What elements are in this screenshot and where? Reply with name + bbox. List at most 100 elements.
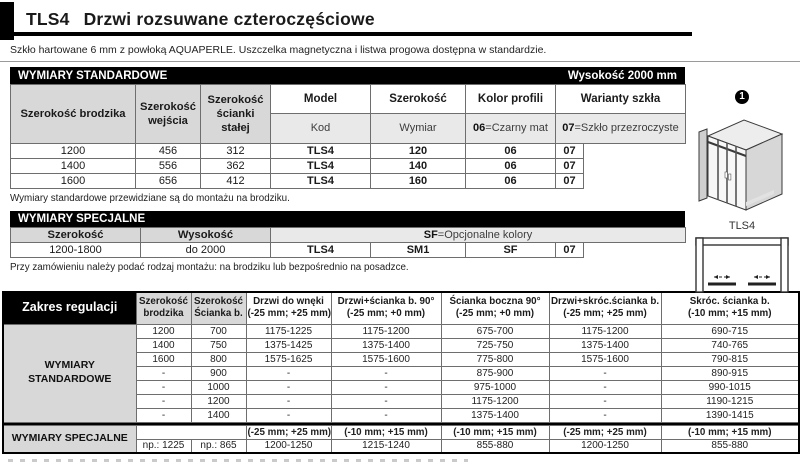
table-cell: 140 bbox=[370, 158, 466, 174]
table-cell: TLS4 bbox=[270, 242, 371, 258]
table-cell: 750 bbox=[190, 337, 247, 353]
table-cell: - bbox=[548, 393, 662, 409]
table-cell: do 2000 bbox=[140, 242, 271, 258]
table-cell: 1375-1400 bbox=[548, 337, 662, 353]
col-header-door-plus-short-panel: Drzwi+skróc.ścianka b. (-25 mm; +25 mm) bbox=[548, 291, 662, 325]
table-cell: 1200-1250 bbox=[245, 438, 332, 454]
standard-section-height: Wysokość 2000 mm bbox=[567, 69, 677, 82]
table-row: 1600 656 412 TLS4 160 06 07 bbox=[10, 173, 686, 189]
regulation-special-label: WYMIARY SPECJALNE bbox=[2, 424, 137, 454]
product-description: Szkło hartowane 6 mm z powłoką AQUAPERLE… bbox=[10, 44, 547, 56]
col-header-fixed-panel-width: Szerokość ścianki stałej bbox=[200, 84, 271, 144]
col-header-niche-door: Drzwi do wnęki (-25 mm; +25 mm) bbox=[245, 291, 332, 325]
table-cell: np.: 1225 bbox=[135, 438, 192, 454]
product-figure: 1 TLS4 bbox=[686, 86, 798, 296]
table-cell: 1575-1600 bbox=[548, 351, 662, 367]
table-cell: TLS4 bbox=[270, 158, 371, 174]
table-cell: 1200-1250 bbox=[548, 438, 662, 454]
table-cell: - bbox=[548, 379, 662, 395]
table-cell: - bbox=[548, 365, 662, 381]
table-cell: - bbox=[135, 407, 192, 423]
table-cell: 1600 bbox=[10, 173, 136, 189]
table-cell: 1200 bbox=[190, 393, 247, 409]
table-cell: 1175-1225 bbox=[245, 323, 332, 339]
table-cell: 1200 bbox=[10, 143, 136, 159]
figure-caption: TLS4 bbox=[728, 220, 756, 232]
col-header-profile-color: Kolor profili bbox=[465, 84, 556, 114]
empty-cell bbox=[135, 424, 247, 440]
table-cell: 890-915 bbox=[660, 365, 800, 381]
page-title-bar: TLS4 Drzwi rozsuwane czteroczęściowe bbox=[0, 0, 692, 40]
table-cell: 1215-1240 bbox=[330, 438, 442, 454]
table-cell: 06 bbox=[465, 143, 556, 159]
table-cell: 975-1000 bbox=[440, 379, 550, 395]
table-cell: 1200-1800 bbox=[10, 242, 141, 258]
table-cell: 690-715 bbox=[660, 323, 800, 339]
page-title: TLS4 Drzwi rozsuwane czteroczęściowe bbox=[26, 9, 375, 30]
table-header-row: Szerokość brodzika Szerokość wejścia Sze… bbox=[10, 84, 686, 144]
table-cell: 556 bbox=[135, 158, 201, 174]
table-cell: 1175-1200 bbox=[440, 393, 550, 409]
special-footnote: Przy zamówieniu należy podać rodzaj mont… bbox=[10, 262, 409, 273]
table-cell: 1375-1425 bbox=[245, 337, 332, 353]
col-header-side-panel-90: Ścianka boczna 90° (-25 mm; +0 mm) bbox=[440, 291, 550, 325]
table-cell: 1400 bbox=[10, 158, 136, 174]
table-cell: 1200 bbox=[135, 323, 192, 339]
col-header-entry-width: Szerokość wejścia bbox=[135, 84, 201, 144]
table-cell: SF bbox=[465, 242, 556, 258]
table-cell: 1190-1215 bbox=[660, 393, 800, 409]
table-cell: 990-1015 bbox=[660, 379, 800, 395]
table-header-row: Szerokość Wysokość SF=Opcjonalne kolory bbox=[10, 227, 687, 243]
table-cell: - bbox=[330, 379, 442, 395]
tolerance-cell: (-25 mm; +25 mm) bbox=[548, 424, 662, 440]
subheader-code: Kod bbox=[270, 113, 371, 144]
table-cell: 1175-1200 bbox=[548, 323, 662, 339]
table-subheader-row: Kod Wymiar 06=Czarny mat 07=Szkło przezr… bbox=[11, 113, 686, 144]
table-cell: - bbox=[135, 365, 192, 381]
table-cell: 120 bbox=[370, 143, 466, 159]
standard-section-band: WYMIARY STANDARDOWE Wysokość 2000 mm bbox=[10, 67, 685, 84]
table-header-row: Zakres regulacji Szerokość brodzika Szero… bbox=[2, 291, 800, 325]
subheader-dimension: Wymiar bbox=[370, 113, 466, 144]
table-cell: 855-880 bbox=[440, 438, 550, 454]
table-cell: 07 bbox=[555, 158, 584, 174]
table-row: 1200-1800 do 2000 TLS4 SM1 SF 07 bbox=[10, 242, 686, 258]
table-cell: 1400 bbox=[135, 337, 192, 353]
col-header-tray-width: Szerokość brodzika bbox=[10, 84, 136, 144]
table-cell: 07 bbox=[555, 242, 584, 258]
table-cell: 800 bbox=[190, 351, 247, 367]
table-cell: 790-815 bbox=[660, 351, 800, 367]
table-cell: 855-880 bbox=[660, 438, 800, 454]
table-cell: SM1 bbox=[370, 242, 466, 258]
table-row: 1400 556 362 TLS4 140 06 07 bbox=[10, 158, 686, 174]
col-header-width: Szerokość bbox=[370, 84, 466, 114]
table-row: 1400 750 1375-1425 1375-1400 725-750 1375-140… bbox=[3, 337, 800, 353]
table-row: 1600 800 1575-1625 1575-1600 775-800 1575-160… bbox=[3, 351, 800, 367]
divider-rule bbox=[0, 61, 800, 62]
table-cell: - bbox=[330, 407, 442, 423]
shower-isometric-icon bbox=[698, 119, 784, 211]
adjustment-range-table: Zakres regulacji Szerokość brodzika Szero… bbox=[2, 291, 800, 454]
table-row: np.: 1225 np.: 865 1200-1250 1215-1240 8… bbox=[3, 438, 800, 454]
tolerance-cell: (-10 mm; +15 mm) bbox=[440, 424, 550, 440]
empty-cell bbox=[583, 242, 686, 258]
product-code: TLS4 bbox=[26, 9, 70, 29]
subheader-glass: 07=Szkło przezroczyste bbox=[555, 113, 686, 144]
standard-dimensions-table: Szerokość brodzika Szerokość wejścia Sze… bbox=[10, 84, 686, 189]
table-row: 1200 456 312 TLS4 120 06 07 bbox=[10, 143, 686, 159]
tolerance-cell: (-10 mm; +15 mm) bbox=[660, 424, 800, 440]
table-cell: 06 bbox=[465, 173, 556, 189]
table-cell: 07 bbox=[555, 143, 584, 159]
table-cell: 740-765 bbox=[660, 337, 800, 353]
table-cell: - bbox=[135, 393, 192, 409]
title-corner-mark bbox=[0, 2, 14, 40]
table-cell: 456 bbox=[135, 143, 201, 159]
table-cell: 1600 bbox=[135, 351, 192, 367]
table-cell: - bbox=[245, 407, 332, 423]
table-cell: 1375-1400 bbox=[330, 337, 442, 353]
col-header-adjustment-range: Zakres regulacji bbox=[2, 291, 137, 325]
table-cell: 1575-1600 bbox=[330, 351, 442, 367]
table-row: -1400- -1375-1400-1390-1415 bbox=[3, 407, 800, 423]
col-header-door-plus-panel-90: Drzwi+ścianka b. 90° (-25 mm; +0 mm) bbox=[330, 291, 442, 325]
table-cell: TLS4 bbox=[270, 143, 371, 159]
